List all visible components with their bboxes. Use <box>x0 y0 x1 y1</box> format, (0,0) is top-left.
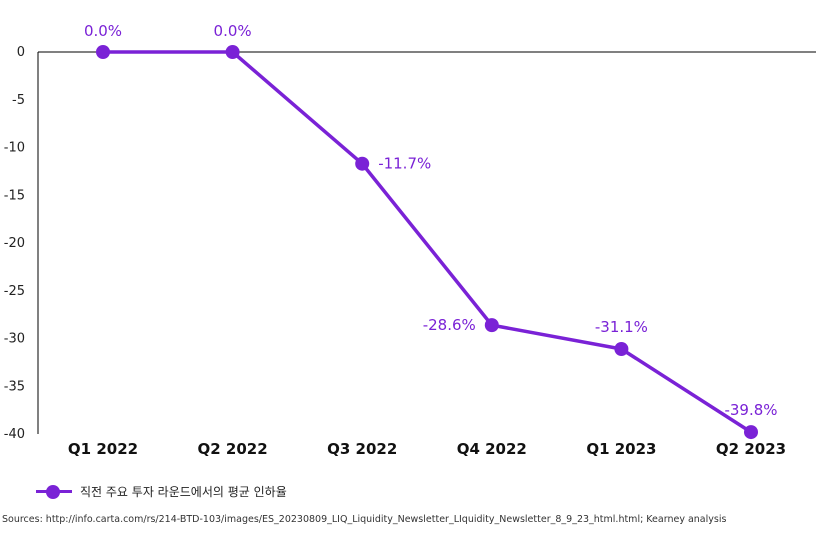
series-line <box>103 50 752 434</box>
y-tick-label: -10 <box>4 141 25 156</box>
data-label: 0.0% <box>214 22 252 40</box>
x-tick-label: Q2 2023 <box>716 440 786 458</box>
source-note: Sources: http://info.carta.com/rs/214-BT… <box>2 514 727 525</box>
legend: 직전 주요 투자 라운드에서의 평균 인하율 <box>36 483 287 500</box>
legend-label: 직전 주요 투자 라운드에서의 평균 인하율 <box>80 485 287 499</box>
data-point <box>484 318 499 333</box>
y-tick-label: -25 <box>4 284 25 299</box>
y-tick-label: -20 <box>4 236 25 251</box>
data-label: -39.8% <box>724 401 777 419</box>
line-chart: 0 -5 -10 -15 -20 -25 -30 -35 -40 Q1 2022 Q2 2022 Q3… <box>4 22 816 458</box>
x-tick-label: Q2 2022 <box>198 440 268 458</box>
data-label: -31.1% <box>595 318 648 336</box>
data-point <box>614 342 629 357</box>
y-tick-label: -15 <box>4 188 25 203</box>
data-label: -11.7% <box>378 155 431 173</box>
y-tick-label: -35 <box>4 379 25 394</box>
y-tick-label: -5 <box>12 93 25 108</box>
x-tick-label: Q3 2022 <box>327 440 397 458</box>
legend-marker-icon <box>36 484 72 500</box>
data-point <box>96 45 110 59</box>
data-label: -28.6% <box>423 316 476 334</box>
data-label: 0.0% <box>84 22 122 40</box>
data-point <box>355 156 370 171</box>
data-point <box>744 425 758 440</box>
data-point <box>225 45 240 59</box>
x-tick-label: Q1 2023 <box>586 440 656 458</box>
y-tick-label: -30 <box>4 332 25 347</box>
y-tick-label: -40 <box>4 427 25 442</box>
x-tick-label: Q1 2022 <box>68 440 138 458</box>
x-tick-label: Q4 2022 <box>457 440 527 458</box>
y-tick-label: 0 <box>17 45 25 60</box>
